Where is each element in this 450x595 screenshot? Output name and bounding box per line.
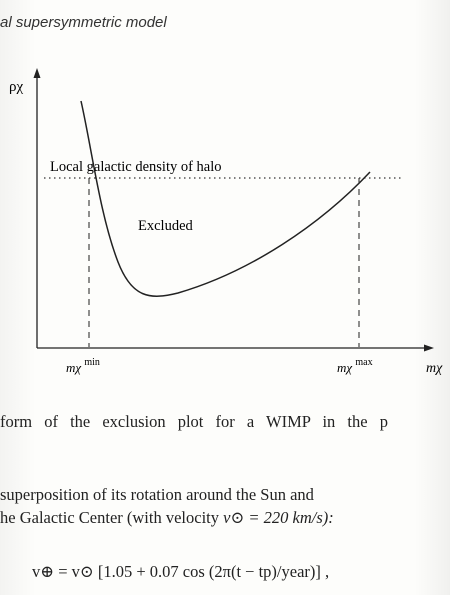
y-axis-label: ρχ xyxy=(9,79,23,95)
x-axis-arrow xyxy=(424,344,434,352)
exclusion-curve xyxy=(80,100,371,297)
velocity-equation: v⊕ = v⊙ [1.05 + 0.07 cos (2π(t − tp)/yea… xyxy=(32,562,330,581)
halo-density-label: Local galactic density of halo xyxy=(50,159,222,175)
paragraph-line-2-text: he Galactic Center (with velocity xyxy=(0,508,219,527)
min-mass-label: mχ min xyxy=(66,357,100,375)
y-axis-arrow xyxy=(33,68,41,78)
page-header-title: al supersymmetric model xyxy=(0,14,167,31)
excluded-region-label: Excluded xyxy=(138,218,194,234)
paragraph-line-2-math: v⊙ = 220 km/s): xyxy=(223,508,334,527)
figure-caption: form of the exclusion plot for a WIMP in… xyxy=(0,412,388,431)
exclusion-plot: ρχ mχ Local galactic density of halo Exc… xyxy=(9,68,443,376)
paragraph-line-2: he Galactic Center (with velocity v⊙ = 2… xyxy=(0,508,334,528)
max-mass-label: mχ max xyxy=(337,357,373,375)
paragraph-line-1: superposition of its rotation around the… xyxy=(0,485,314,504)
x-axis-label: mχ xyxy=(426,361,443,376)
